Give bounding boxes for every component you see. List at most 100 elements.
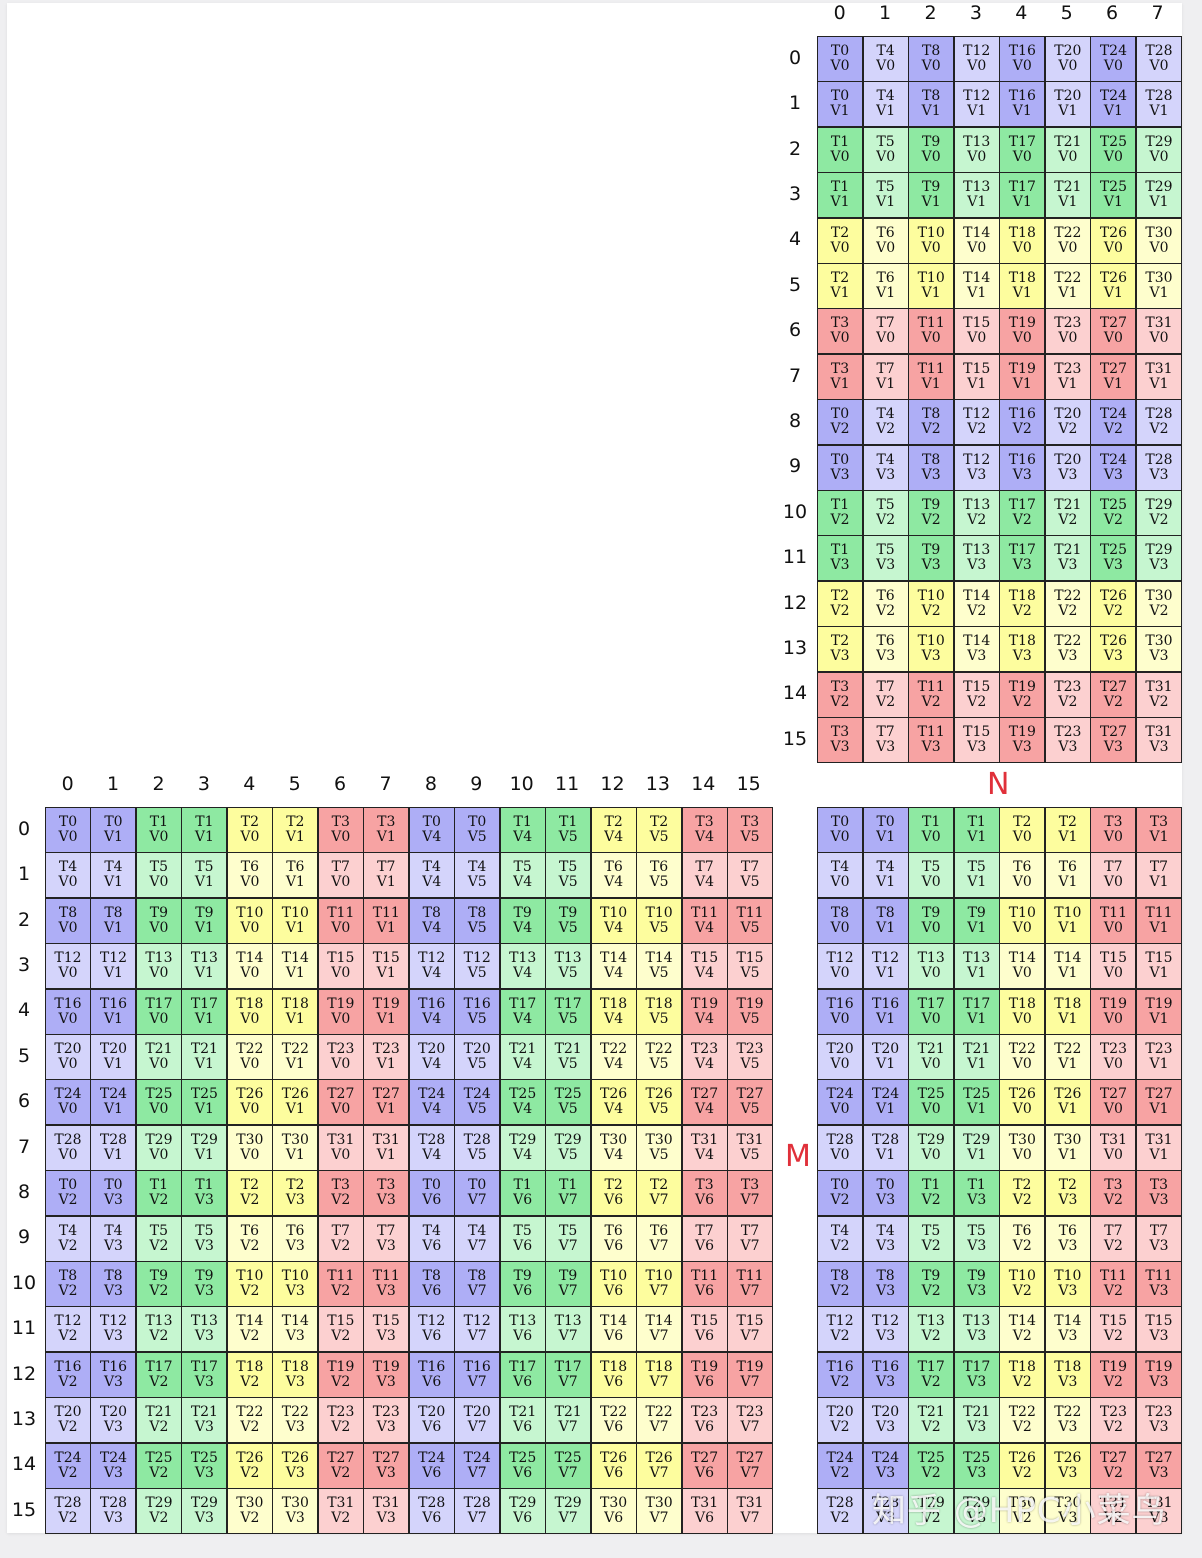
matrix-cell: T9 V6	[500, 1262, 545, 1306]
thread-id: T11	[327, 1268, 355, 1285]
value-index: V1	[103, 1010, 123, 1027]
thread-id: T16	[99, 995, 128, 1012]
thread-id: T18	[645, 1358, 673, 1375]
value-index: V4	[513, 1055, 533, 1072]
thread-id: T22	[600, 1404, 628, 1421]
matrix-cell: T21 V2	[909, 1398, 954, 1443]
value-index: V0	[149, 1101, 169, 1118]
value-index: V3	[876, 557, 896, 574]
matrix-cell: T9 V4	[500, 898, 545, 943]
matrix-cell: T11 V0	[909, 309, 954, 354]
row-index-label: 12	[782, 591, 808, 614]
thread-id: T5	[513, 859, 532, 876]
matrix-cell: T21 V6	[500, 1398, 545, 1443]
thread-id: T25	[190, 1086, 218, 1103]
thread-id: T20	[418, 1040, 446, 1057]
thread-id: T24	[872, 1449, 900, 1466]
matrix-cell: T25 V2	[1091, 491, 1136, 535]
thread-id: T17	[917, 1358, 945, 1375]
matrix-cell: T26 V3	[1091, 627, 1136, 672]
value-index: V1	[103, 828, 123, 845]
value-index: V3	[921, 739, 941, 756]
column-index-label: 5	[288, 773, 301, 795]
thread-id: T3	[695, 1177, 714, 1194]
thread-id: T12	[99, 1313, 128, 1330]
value-index: V6	[513, 1510, 533, 1527]
value-index: V0	[1149, 239, 1169, 256]
thread-id: T0	[468, 813, 487, 830]
value-index: V0	[1103, 239, 1123, 256]
matrix-cell: T16 V2	[46, 1352, 90, 1397]
matrix-cell: T18 V6	[591, 1352, 636, 1397]
matrix-cell: T30 V1	[1136, 264, 1181, 308]
thread-id: T6	[649, 1222, 669, 1239]
thread-id: T11	[736, 904, 764, 921]
matrix-cell: T7 V4	[682, 853, 727, 898]
value-index: V1	[376, 1101, 396, 1118]
value-index: V3	[103, 1464, 123, 1481]
thread-id: T0	[830, 451, 850, 468]
thread-id: T9	[149, 904, 169, 921]
thread-id: T14	[963, 269, 991, 286]
matrix-cell: T5 V6	[500, 1216, 545, 1261]
value-index: V1	[967, 375, 987, 392]
matrix-cell: T22 V0	[1045, 218, 1090, 263]
value-index: V1	[376, 874, 396, 891]
matrix-cell: T21 V2	[136, 1398, 181, 1443]
matrix-cell: T15 V2	[1091, 1307, 1136, 1352]
matrix-cell: T11 V0	[318, 898, 363, 943]
thread-id: T28	[99, 1495, 128, 1512]
value-index: V3	[1012, 739, 1032, 756]
thread-id: T28	[99, 1131, 128, 1148]
matrix-cell: T14 V0	[954, 218, 999, 263]
matrix-cell: T29 V5	[546, 1125, 591, 1170]
thread-id: T18	[1008, 633, 1036, 650]
matrix-cell: T11 V7	[728, 1262, 772, 1306]
matrix-cell: T5 V5	[546, 853, 591, 898]
value-index: V1	[1103, 103, 1123, 120]
matrix-cell: T6 V3	[273, 1216, 318, 1261]
matrix-cell: T14 V3	[273, 1307, 318, 1352]
thread-id: T12	[54, 950, 82, 967]
matrix-cell: T17 V7	[546, 1352, 591, 1397]
matrix-cell: T5 V1	[954, 853, 999, 898]
matrix-cell: T28 V3	[1136, 445, 1181, 490]
matrix-cell: T8 V1	[91, 898, 136, 943]
thread-id: T9	[195, 904, 214, 921]
matrix-cell: T30 V2	[1000, 1489, 1045, 1533]
matrix-cell: T27 V6	[682, 1443, 727, 1488]
thread-id: T21	[1054, 179, 1082, 196]
matrix-cell: T3 V2	[818, 672, 863, 717]
matrix-cell: T7 V1	[1136, 853, 1181, 898]
value-index: V5	[649, 919, 669, 936]
thread-id: T25	[554, 1086, 582, 1103]
matrix-cell: T10 V3	[273, 1262, 318, 1306]
thread-id: T18	[281, 1358, 309, 1375]
value-index: V2	[1012, 1373, 1032, 1390]
value-index: V5	[740, 1010, 760, 1027]
value-index: V3	[1058, 1419, 1078, 1436]
matrix-cell: T26 V3	[1045, 1443, 1090, 1488]
value-index: V3	[1058, 466, 1078, 483]
thread-id: T3	[695, 813, 714, 830]
value-index: V3	[376, 1419, 396, 1436]
value-index: V3	[194, 1237, 214, 1254]
matrix-cell: T16 V0	[1000, 37, 1045, 81]
thread-id: T14	[1054, 950, 1082, 967]
matrix-cell: T10 V3	[909, 627, 954, 672]
matrix-cell: T30 V0	[227, 1125, 272, 1170]
value-index: V2	[58, 1237, 78, 1254]
column-index-label: 11	[554, 773, 580, 795]
value-index: V5	[467, 828, 487, 845]
thread-id: T3	[740, 1177, 760, 1194]
matrix-cell: T8 V1	[909, 82, 954, 127]
thread-id: T20	[826, 1404, 854, 1421]
matrix-cell: T24 V5	[455, 1080, 500, 1125]
matrix-cell: T13 V0	[909, 944, 954, 989]
matrix-cell: T5 V2	[136, 1216, 181, 1261]
matrix-cell: T0 V0	[818, 808, 863, 852]
value-index: V3	[967, 1419, 987, 1436]
matrix-cell: T17 V2	[909, 1352, 954, 1397]
matrix-cell: T0 V2	[46, 1171, 90, 1216]
value-index: V4	[695, 874, 715, 891]
